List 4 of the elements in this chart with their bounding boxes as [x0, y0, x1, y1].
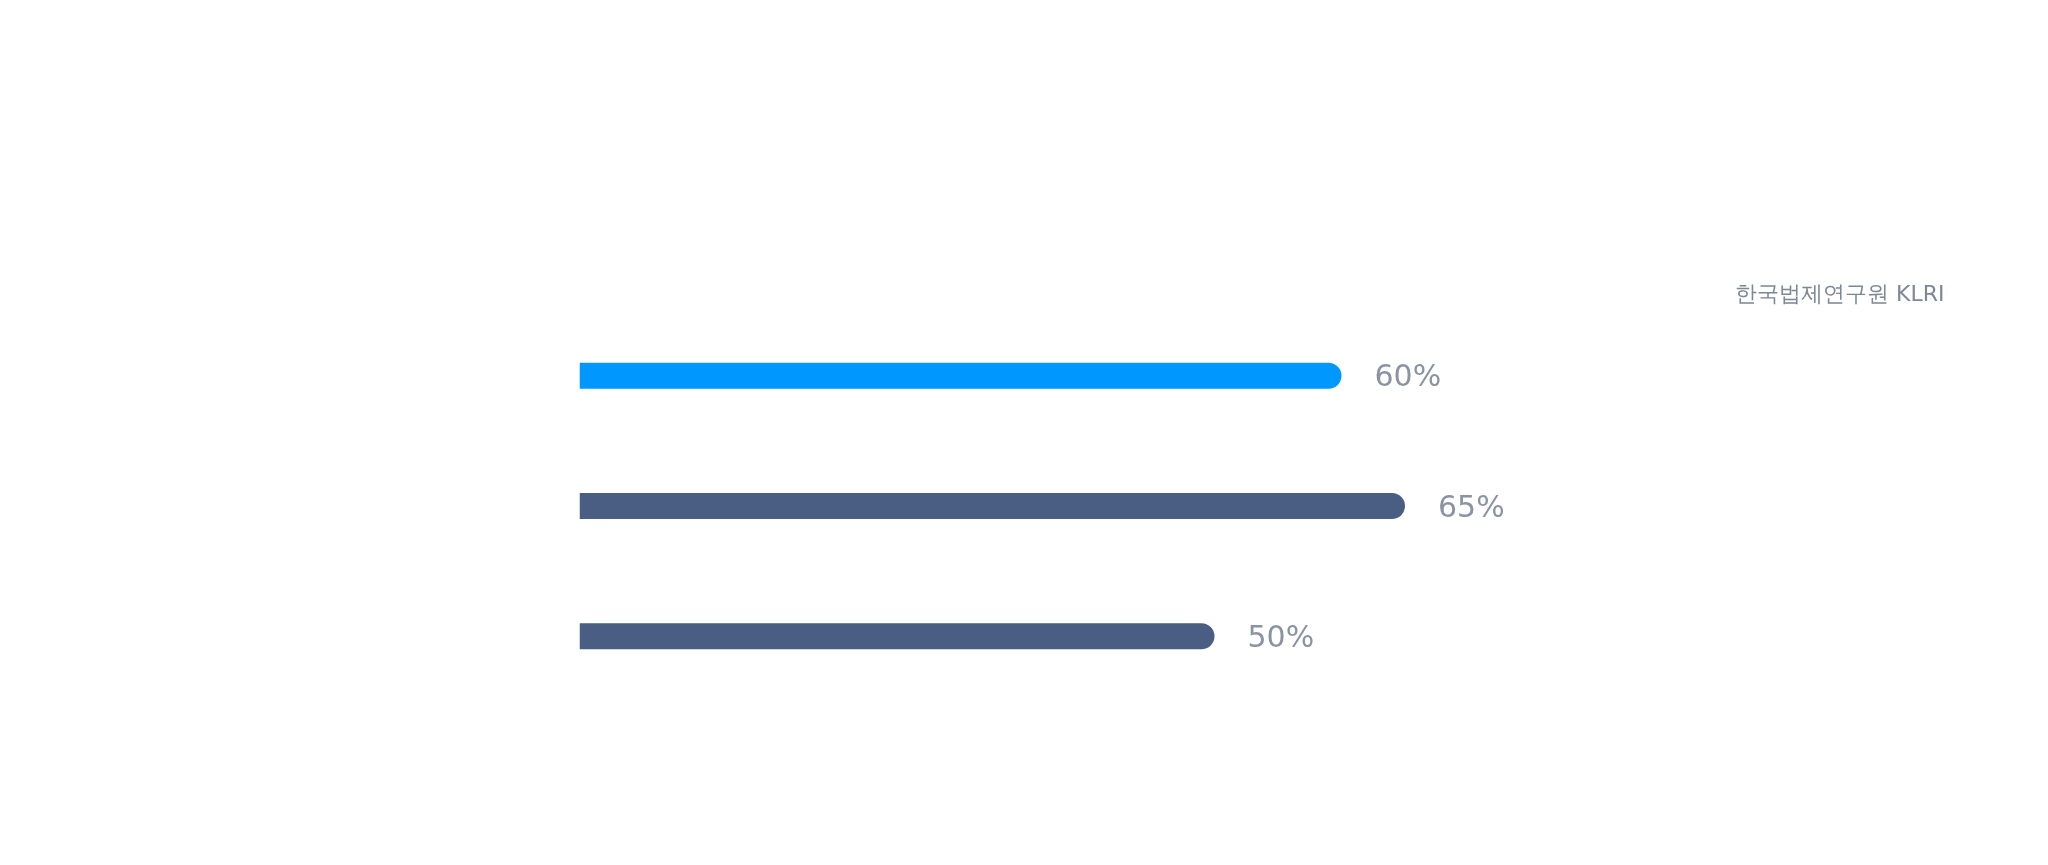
text: 한국법제연구원 KLRI	[1735, 280, 1945, 306]
data-label: 50%	[1247, 618, 1315, 654]
data-label: 65%	[1438, 488, 1505, 524]
data-label: 60%	[1374, 358, 1442, 394]
